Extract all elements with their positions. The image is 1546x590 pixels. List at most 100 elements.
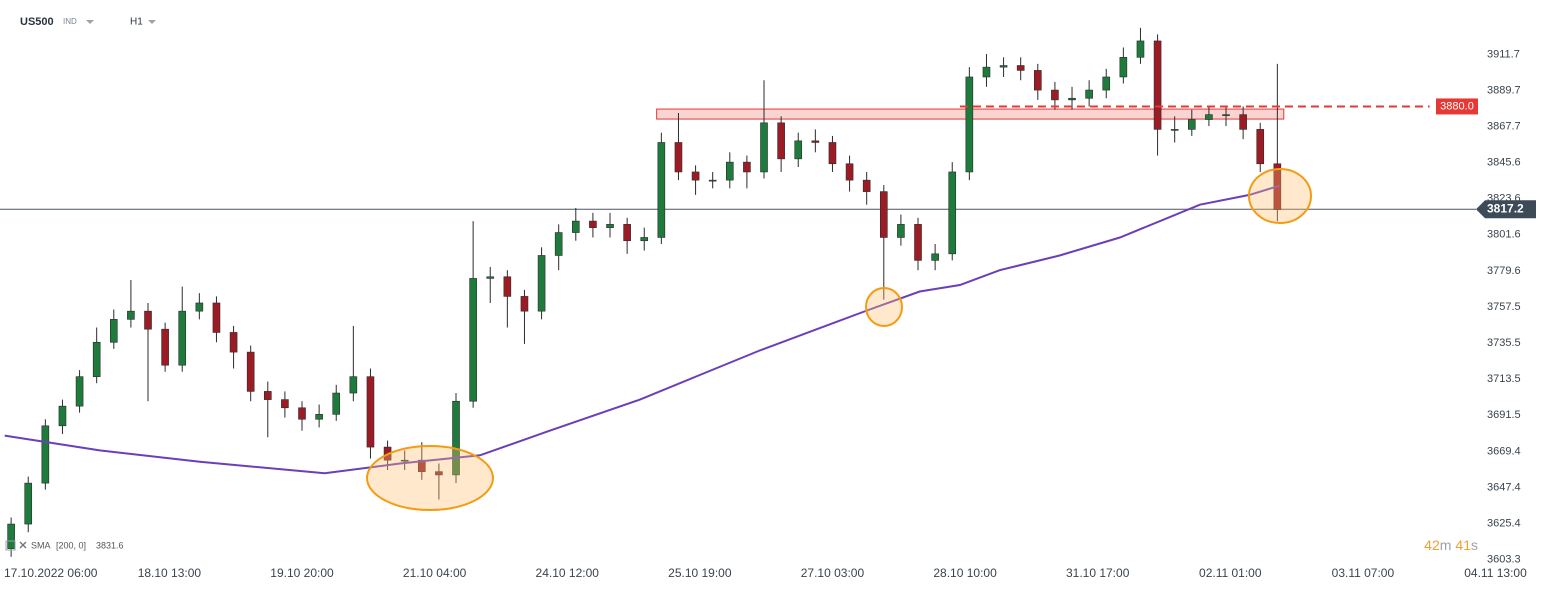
candle-body	[144, 310, 152, 330]
candle-body	[554, 232, 563, 256]
candle-body	[760, 122, 768, 173]
indicator-name: SMA	[31, 540, 51, 550]
candle-body	[246, 351, 255, 392]
candle-body	[24, 482, 33, 525]
candle-body	[486, 276, 495, 279]
highlight-ellipse	[865, 287, 903, 327]
candle-body	[845, 163, 854, 181]
countdown-seconds: 41	[1455, 537, 1471, 553]
candle-body	[195, 302, 204, 312]
candle-body	[41, 425, 50, 484]
candle-body	[743, 161, 751, 173]
candle-body	[503, 276, 512, 297]
candle-body	[725, 161, 734, 181]
candle-body	[777, 122, 785, 160]
market: IND	[63, 17, 77, 26]
candle-body	[948, 171, 957, 255]
candle-body	[623, 224, 631, 242]
level-label: 3880.0	[1440, 100, 1474, 112]
candle-body	[691, 171, 700, 181]
candle-body	[1085, 89, 1093, 99]
y-tick-label: 3647.4	[1487, 481, 1521, 493]
candle-body	[708, 179, 717, 182]
indicator-params: [200, 0]	[56, 540, 86, 550]
y-tick-label: 3889.7	[1487, 84, 1521, 96]
candle-body	[1222, 114, 1230, 116]
countdown-unit: m	[1440, 537, 1452, 553]
x-tick-label: 24.10 12:00	[536, 566, 600, 580]
current-price-label: 3817.2	[1487, 201, 1524, 215]
header: US500 IND H1	[20, 16, 156, 28]
y-tick-label: 3801.6	[1487, 229, 1521, 241]
countdown-unit: s	[1471, 537, 1478, 553]
candle-body	[1205, 114, 1213, 120]
timeframe[interactable]: H1	[130, 17, 143, 28]
candle-body	[589, 220, 597, 228]
y-tick-label: 3603.3	[1487, 554, 1521, 566]
candle-body	[982, 66, 991, 78]
candle-body	[520, 296, 529, 312]
candle-body	[435, 471, 443, 476]
candle-body	[794, 140, 803, 160]
candle-body	[674, 142, 683, 173]
candle-body	[811, 140, 820, 143]
candle-body	[657, 142, 666, 238]
y-tick-label: 3625.4	[1487, 517, 1521, 529]
countdown: 42m 41s	[1424, 537, 1478, 553]
candle-body	[879, 191, 888, 238]
candle-body	[1102, 76, 1111, 91]
candle-body	[212, 302, 221, 333]
candle-body	[229, 332, 238, 353]
x-tick-label: 02.11 01:00	[1199, 566, 1262, 580]
x-tick-label: 28.10 10:00	[933, 566, 997, 580]
candle-body	[298, 407, 306, 420]
dropdown-caret[interactable]	[86, 20, 94, 24]
dropdown-caret[interactable]	[148, 20, 156, 24]
symbol[interactable]: US500	[20, 16, 54, 28]
candle-body	[452, 400, 460, 476]
candle-body	[92, 341, 101, 377]
level-tag	[1436, 98, 1478, 115]
candle-body	[640, 237, 649, 242]
highlight-ellipse	[366, 445, 494, 511]
candle-body	[7, 523, 15, 549]
candle-body	[109, 319, 118, 343]
candle-body	[1187, 119, 1196, 130]
y-tick-label: 3713.5	[1487, 373, 1521, 385]
candle-body	[349, 376, 358, 394]
candle-body	[1136, 40, 1145, 58]
x-tick-label: 21.10 04:00	[403, 566, 467, 580]
candle-body	[58, 405, 67, 427]
candle-body	[1170, 129, 1179, 131]
candle-body	[417, 459, 426, 472]
candle-body	[315, 414, 323, 420]
y-tick-label: 3867.7	[1487, 120, 1521, 132]
candle-body	[537, 255, 546, 312]
candle-body	[828, 142, 837, 165]
settings-icon[interactable]	[5, 540, 16, 551]
candle-body	[606, 224, 614, 228]
x-tick-label: 04.11 13:00	[1464, 566, 1527, 580]
x-tick-label: 31.10 17:00	[1066, 566, 1130, 580]
candle-body	[1051, 89, 1059, 101]
candle-body	[332, 392, 341, 415]
candle-body	[1239, 114, 1247, 130]
candle-body	[263, 391, 272, 400]
candle-body	[161, 328, 169, 366]
candle-body	[1016, 65, 1025, 71]
candle-body	[1153, 40, 1162, 130]
y-tick-label: 3757.5	[1487, 301, 1521, 313]
indicator-value: 3831.6	[96, 540, 124, 550]
candle-body	[965, 76, 974, 173]
candle-body	[862, 179, 871, 192]
close-icon[interactable]	[19, 541, 27, 549]
indicator-legend: SMA [200, 0] 3831.6	[5, 540, 124, 551]
candle-body	[1256, 129, 1265, 165]
plot-area: 3603.3 3625.4 3647.4 3669.4 3691.5 3713.5 3735…	[0, 27, 1536, 580]
candle-body	[897, 224, 905, 238]
y-tick-label: 3735.5	[1487, 337, 1521, 349]
y-tick-label: 3911.7	[1487, 48, 1520, 60]
y-tick-label: 3845.6	[1487, 157, 1521, 169]
y-tick-label: 3779.6	[1487, 265, 1521, 277]
